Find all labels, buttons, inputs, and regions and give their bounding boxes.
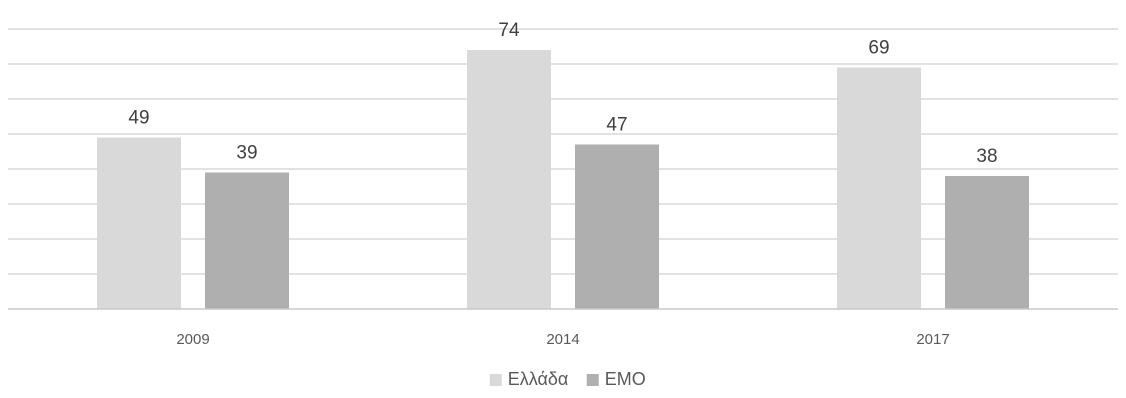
- bar-2014-s1: [575, 144, 659, 309]
- data-labels: 49 39 74 47 69 38: [128, 20, 997, 167]
- data-label-2009-s0: 49: [128, 108, 149, 129]
- x-tick-labels: 2009 2014 2017: [176, 331, 949, 348]
- bar-2017-s0: [837, 67, 921, 309]
- data-label-2014-s0: 74: [498, 20, 520, 41]
- data-label-2009-s1: 39: [236, 143, 257, 164]
- legend: Ελλάδα ΕΜΟ: [489, 369, 646, 389]
- data-label-2014-s1: 47: [606, 115, 627, 136]
- legend-label-s0: Ελλάδα: [508, 369, 569, 389]
- data-label-2017-s0: 69: [868, 38, 889, 59]
- x-tick-2009: 2009: [176, 331, 209, 348]
- x-tick-2014: 2014: [546, 331, 579, 348]
- gridlines: [8, 28, 1118, 275]
- x-tick-2017: 2017: [916, 331, 949, 348]
- bar-2009-s0: [97, 137, 181, 309]
- legend-swatch-s0: [489, 374, 502, 386]
- legend-swatch-s1: [586, 374, 599, 386]
- bar-2014-s0: [467, 50, 551, 309]
- bar-2009-s1: [205, 172, 289, 309]
- legend-label-s1: ΕΜΟ: [605, 369, 646, 389]
- bars: [97, 50, 1029, 309]
- data-label-2017-s1: 38: [976, 146, 997, 167]
- bar-2017-s1: [945, 176, 1029, 309]
